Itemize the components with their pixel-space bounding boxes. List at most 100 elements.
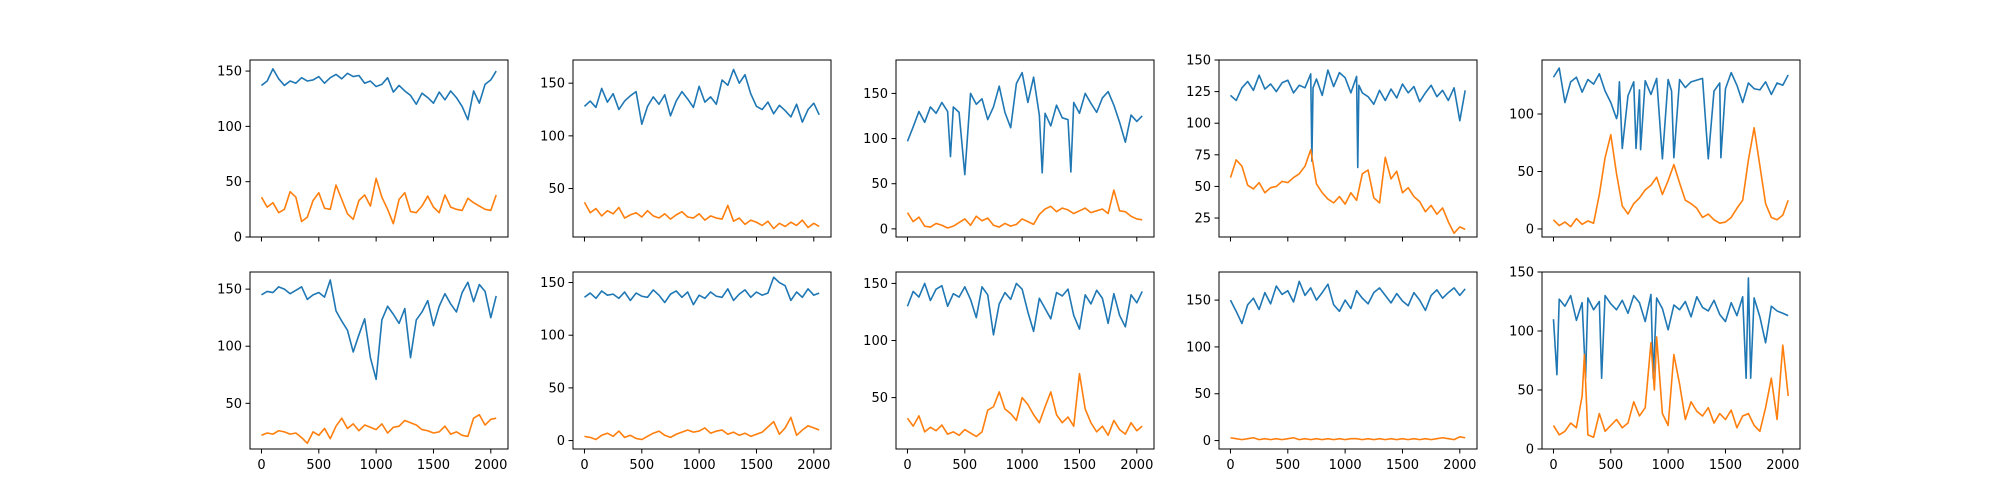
y-tick-label: 50 [1194,387,1211,402]
y-tick-label: 100 [540,129,565,144]
y-tick-label: 50 [225,397,242,412]
y-tick-label: 100 [217,340,242,355]
y-tick-label: 150 [1509,266,1534,281]
y-tick-label: 0 [234,231,242,246]
series-line-2 [1552,336,1789,438]
x-tick-label: 500 [629,458,654,473]
y-tick-label: 50 [548,182,565,197]
series-line-2 [1229,148,1466,235]
x-tick-label: 1500 [1063,458,1096,473]
x-tick-label: 0 [1226,458,1234,473]
y-tick-label: 150 [1186,54,1211,69]
x-tick-label: 0 [257,458,265,473]
x-tick-label: 1000 [1329,458,1362,473]
subplot-r1-c3: 0 50 100 150 [863,59,1155,242]
series-line-2 [261,413,497,445]
y-tick-label: 50 [548,381,565,396]
subplot-r1-c5: 0 50 100 [1509,59,1801,242]
x-tick-label: 0 [580,458,588,473]
x-tick-label: 0 [903,458,911,473]
series-line-1 [260,68,497,121]
x-tick-label: 1000 [1006,458,1039,473]
y-tick-label: 75 [1194,148,1211,163]
series-line-1 [583,68,820,126]
series-line-2 [584,416,820,441]
y-tick-label: 0 [1203,434,1211,449]
x-tick-label: 2000 [1120,458,1153,473]
x-tick-label: 0 [1549,458,1557,473]
y-tick-label: 50 [1517,165,1534,180]
axes-frame [1218,271,1478,450]
axes-frame [249,271,509,450]
axes-frame [1541,59,1801,238]
x-tick-label: 2000 [474,458,507,473]
x-tick-label: 1500 [740,458,773,473]
axes-frame [572,59,832,238]
axes-frame [572,271,832,450]
y-tick-label: 0 [557,434,565,449]
axes-frame [1541,271,1801,450]
x-tick-label: 500 [1598,458,1623,473]
series-line-1 [1229,280,1466,325]
series-line-2 [1552,127,1789,228]
y-tick-label: 100 [1186,340,1211,355]
y-tick-label: 150 [863,87,888,102]
y-tick-label: 0 [1526,443,1534,458]
x-tick-label: 2000 [797,458,830,473]
x-tick-label: 2000 [1443,458,1476,473]
series-line-2 [906,372,1143,438]
y-tick-label: 25 [1194,212,1211,227]
series-line-1 [1552,277,1789,379]
series-line-1 [583,276,820,306]
y-tick-label: 150 [863,277,888,292]
y-tick-label: 50 [871,177,888,192]
x-tick-label: 1500 [417,458,450,473]
y-tick-label: 100 [217,120,242,135]
series-line-2 [1230,436,1466,441]
y-tick-label: 150 [540,276,565,291]
x-tick-label: 1500 [1386,458,1419,473]
series-line-1 [906,282,1143,336]
subplot-r1-c4: 25 50 75 100 125 150 [1186,54,1478,242]
y-tick-label: 100 [1509,108,1534,123]
y-tick-label: 100 [863,132,888,147]
y-tick-label: 100 [863,334,888,349]
y-tick-label: 50 [1517,384,1534,399]
axes-frame [1218,59,1478,238]
axes-frame [895,59,1155,238]
y-tick-label: 100 [1509,325,1534,340]
x-tick-label: 2000 [1766,458,1799,473]
series-line-2 [260,177,497,225]
y-tick-label: 150 [540,77,565,92]
x-tick-label: 500 [306,458,331,473]
series-line-1 [906,71,1143,176]
y-tick-label: 100 [540,329,565,344]
subplot-r1-c1: 0 50 100 150 [217,59,509,246]
y-tick-label: 50 [1194,180,1211,195]
y-tick-label: 150 [1186,294,1211,309]
y-tick-label: 0 [1526,222,1534,237]
y-tick-label: 50 [871,391,888,406]
series-line-2 [906,189,1143,229]
y-tick-label: 50 [225,175,242,190]
y-tick-label: 100 [1186,117,1211,132]
x-tick-label: 1000 [1652,458,1685,473]
series-line-1 [1229,69,1466,169]
x-tick-label: 500 [952,458,977,473]
y-tick-label: 0 [880,222,888,237]
axes-frame [895,271,1155,450]
series-line-2 [583,201,820,230]
x-tick-label: 1000 [683,458,716,473]
y-tick-label: 150 [217,283,242,298]
series-line-1 [1552,67,1789,160]
x-tick-label: 1500 [1709,458,1742,473]
y-tick-label: 125 [1186,85,1211,100]
y-tick-label: 150 [217,65,242,80]
series-line-1 [261,279,497,381]
